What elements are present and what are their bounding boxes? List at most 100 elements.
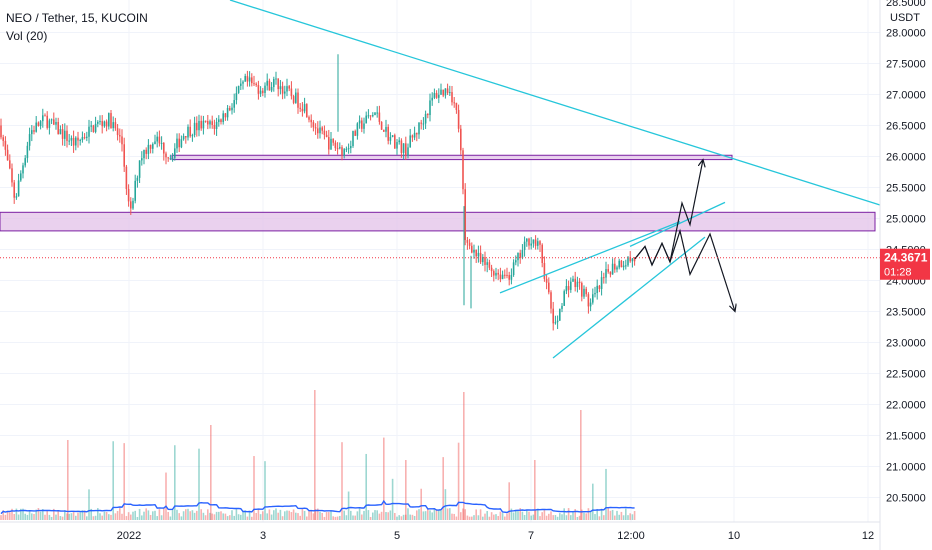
candle-body	[191, 135, 194, 137]
candle-body	[17, 180, 20, 197]
candle-body	[444, 88, 447, 96]
candle-body	[559, 308, 561, 321]
volume-bar	[497, 516, 499, 520]
volume-bar	[130, 514, 132, 520]
candle-body	[539, 241, 541, 245]
candle-body	[66, 130, 68, 141]
volume-bar	[552, 515, 554, 520]
candle-body	[620, 260, 623, 268]
candle-body	[292, 96, 295, 103]
volume-bar	[2, 510, 4, 520]
candle-body	[101, 121, 103, 127]
volume-bar	[17, 514, 20, 520]
volume-bar	[46, 510, 48, 520]
volume-bar	[26, 514, 29, 520]
candle-body	[253, 83, 255, 85]
volume-spike	[463, 392, 465, 520]
volume-spike	[314, 390, 316, 520]
volume-bar	[57, 510, 59, 520]
volume-bar	[517, 511, 519, 520]
candle-body	[182, 136, 185, 140]
candle-body	[158, 136, 161, 144]
candle-body	[435, 92, 438, 98]
price-tick-label: 23.0000	[886, 338, 926, 350]
volume-bar	[251, 516, 253, 520]
candle-body	[99, 121, 101, 123]
candle-body	[323, 130, 326, 135]
time-axis[interactable]: 2022 3 5 7 12:00 10 12	[117, 530, 874, 542]
volume-bar	[416, 510, 418, 520]
volume-bar	[334, 516, 337, 520]
volume-bar	[620, 511, 623, 520]
candle-body	[466, 240, 469, 243]
volume-bar	[97, 508, 99, 520]
volume-bar	[347, 491, 350, 520]
volume-bar	[325, 512, 328, 520]
time-tick-label: 5	[394, 530, 400, 542]
candle-body	[400, 140, 403, 153]
candle-body	[422, 123, 425, 125]
candle-body	[295, 92, 297, 103]
volume-bar	[563, 508, 565, 520]
candle-body	[510, 274, 513, 280]
candle-body	[442, 89, 444, 96]
volume-bar	[92, 516, 95, 520]
projection-bearish	[634, 228, 735, 312]
volume-bar	[6, 510, 9, 520]
volume-bar	[114, 513, 117, 520]
support-resistance-zones[interactable]	[0, 154, 876, 232]
volume-bar	[508, 482, 510, 520]
volume-bar	[594, 514, 596, 520]
volume-bar	[380, 511, 383, 520]
price-tick-label: 22.5000	[886, 369, 926, 381]
candle-body	[94, 123, 97, 132]
volume-bar	[24, 513, 26, 520]
candle-body	[222, 113, 224, 123]
volume-bar	[13, 514, 15, 520]
volume-bar	[292, 509, 295, 520]
candle-body	[477, 252, 480, 257]
candle-body	[35, 122, 37, 132]
volume-bar	[336, 516, 339, 520]
volume-indicator-label[interactable]: Vol (20)	[6, 29, 48, 43]
candle-body	[55, 121, 57, 125]
candle-body	[627, 257, 629, 266]
candle-body	[134, 180, 136, 201]
candle-body	[603, 277, 605, 279]
volume-bar	[94, 515, 97, 520]
candle-body	[383, 129, 385, 132]
volume-bar	[176, 509, 178, 520]
volume-bar	[189, 511, 191, 520]
candle-body	[515, 260, 517, 263]
candle-body	[187, 126, 189, 138]
volume-bar	[565, 515, 568, 520]
volume-bar	[86, 516, 88, 520]
volume-bar	[534, 509, 537, 520]
candle-body	[246, 76, 249, 82]
candle-body	[11, 168, 13, 183]
volume-bar	[376, 510, 378, 520]
trendlines[interactable]	[229, 0, 881, 359]
projection-paths[interactable]	[634, 160, 735, 312]
volume-bar	[295, 512, 297, 520]
candle-body	[418, 122, 420, 135]
candle-body	[367, 115, 370, 117]
candle-body	[268, 80, 271, 91]
volume-bar	[352, 515, 354, 520]
volume-bar	[9, 512, 11, 520]
volume-bar	[609, 510, 612, 520]
candle-body	[31, 130, 33, 135]
volume-bar	[70, 513, 73, 520]
price-tick-label: 27.5000	[886, 59, 926, 71]
volume-bar	[618, 514, 620, 520]
volume-bar	[132, 511, 134, 520]
volume-bar	[339, 515, 341, 520]
symbol-title[interactable]: NEO / Tether, 15, KUCOIN	[6, 11, 148, 25]
volume-bar	[462, 508, 464, 520]
volume-bar	[277, 512, 279, 520]
volume-bar	[37, 508, 40, 520]
volume-bar	[244, 510, 246, 520]
candle-body	[354, 131, 356, 136]
candle-body	[202, 120, 205, 129]
